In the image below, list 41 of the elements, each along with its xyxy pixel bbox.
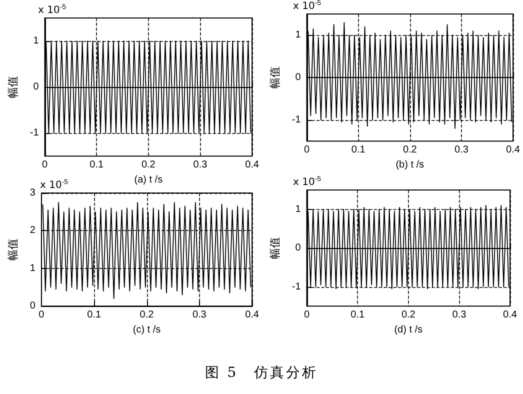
x-tick-label: 0.3 [192, 310, 207, 321]
x-tick-label: 0.2 [140, 310, 154, 321]
caption: 图 5 仿真分析 [204, 364, 320, 382]
x-axis-title: (b) t /s [396, 160, 424, 170]
y-axis-title: 幅值 [8, 76, 20, 98]
x-tick-label: 0.1 [87, 310, 102, 321]
y-axis-title: 幅值 [270, 237, 282, 260]
y-tick-label: 0 [30, 300, 36, 312]
x-axis-title: (d) t /s [394, 324, 423, 336]
y-tick-label: -1 [292, 114, 302, 126]
y-tick-label: -1 [292, 281, 302, 292]
x-tick-label: 0.2 [141, 160, 156, 171]
y-axis-title: 幅值 [270, 66, 282, 89]
x-tick-label: 0.3 [452, 310, 467, 321]
x-axis-title: (a) t /s [134, 174, 163, 186]
x-tick-label: 0.4 [245, 310, 260, 321]
y-tick-label: 0 [295, 242, 302, 254]
x-tick-label: 0 [42, 160, 48, 171]
y-tick-label: 1 [295, 204, 302, 215]
x-tick-label: 0.1 [90, 160, 104, 171]
y-tick-label: 1 [295, 30, 302, 41]
x-tick-label: 0.1 [350, 310, 365, 321]
y-tick-label: 2 [30, 225, 36, 236]
x-tick-label: 0.2 [402, 144, 418, 156]
x-tick-label: 0.3 [193, 160, 208, 171]
y-tick-label: 1 [30, 262, 36, 274]
x-tick-label: 0.1 [351, 144, 366, 156]
y-tick-label: 3 [30, 188, 36, 198]
y-tick-label: -1 [30, 128, 40, 139]
x-tick-label: 0 [304, 310, 310, 321]
x-tick-label: 0.4 [506, 144, 520, 156]
y-axis-title: 幅值 [8, 238, 20, 261]
x-tick-label: 0.4 [245, 160, 260, 171]
x-axis-title: (c) t /s [132, 324, 161, 336]
y-tick-label: 0 [295, 72, 302, 84]
y-tick-label: 0 [33, 82, 40, 93]
x-tick-label: 0.2 [401, 310, 416, 321]
x-tick-label: 0.4 [503, 310, 518, 321]
x-tick-label: 0.3 [454, 144, 469, 156]
y-tick-label: 1 [33, 36, 40, 47]
x-tick-label: 0 [304, 144, 310, 156]
